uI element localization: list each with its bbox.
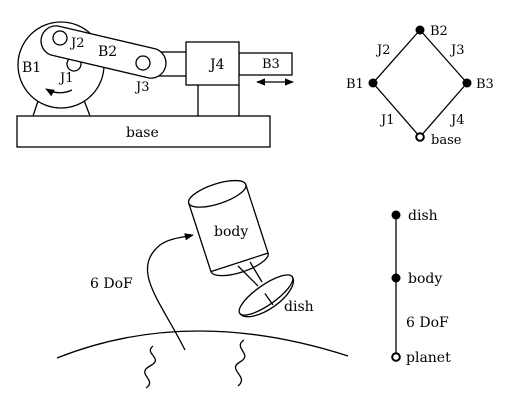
dish — [238, 274, 295, 318]
chain-graph: dish body 6 DoF planet — [391, 208, 451, 366]
j3-label: J3 — [134, 80, 149, 95]
body-top — [187, 179, 247, 208]
edge-j1-label: J1 — [379, 113, 394, 128]
node-body-label: body — [408, 271, 442, 287]
node-base-label: base — [431, 133, 462, 148]
dof-arrow — [146, 233, 194, 351]
j2-label: J2 — [69, 36, 84, 51]
j4-label: J4 — [208, 57, 225, 73]
node-b1 — [368, 78, 378, 88]
dish-feed — [264, 292, 274, 306]
edge-j3-label: J3 — [449, 43, 464, 58]
node-planet — [391, 352, 401, 362]
satellite-body — [187, 179, 269, 277]
edge-j2-label: J2 — [375, 43, 390, 58]
dish-boom — [237, 265, 259, 287]
chain-dof-label: 6 DoF — [406, 315, 449, 331]
rotation-arrow — [45, 88, 73, 97]
edge-j4-label: J4 — [449, 113, 464, 128]
b3-label: B3 — [262, 57, 280, 72]
joint-j3 — [135, 55, 151, 71]
b2-label: B2 — [98, 44, 117, 60]
link-b2 — [40, 25, 167, 79]
node-b2-label: B2 — [430, 24, 448, 39]
node-b1-label: B1 — [346, 77, 364, 92]
body-bottom — [210, 252, 269, 277]
node-b3-label: B3 — [476, 77, 494, 92]
planet-wave-left — [144, 345, 157, 389]
edge-j4 — [419, 82, 468, 138]
loop-graph: B2 B1 B3 base J2 J3 J1 J4 — [346, 24, 494, 148]
node-dish-label: dish — [408, 208, 438, 224]
node-body — [391, 273, 401, 283]
dish-label: dish — [284, 299, 314, 315]
edge-j2 — [372, 29, 421, 84]
edge-j1 — [372, 82, 421, 138]
base-label: base — [126, 125, 159, 141]
joint-j2 — [52, 30, 68, 46]
dish-boom-2 — [249, 261, 263, 283]
planet-surface — [56, 330, 349, 359]
node-planet-label: planet — [406, 350, 451, 366]
base-slab — [16, 115, 271, 148]
satellite-diagram: 6 DoF dish body — [56, 179, 349, 389]
mechanism-diagram: base B1 J1 B3 J4 B2 J2 J3 — [16, 21, 294, 148]
body-label: body — [214, 224, 248, 240]
node-b3 — [462, 78, 472, 88]
dof-label: 6 DoF — [90, 276, 133, 292]
planet-wave-right — [234, 339, 246, 387]
j1-label: J1 — [58, 71, 73, 86]
slider-j4 — [185, 41, 240, 86]
node-base — [415, 132, 425, 142]
node-dish — [391, 210, 401, 220]
b1-label: B1 — [22, 60, 41, 76]
node-b2 — [415, 25, 425, 35]
edge-j3 — [419, 29, 468, 84]
